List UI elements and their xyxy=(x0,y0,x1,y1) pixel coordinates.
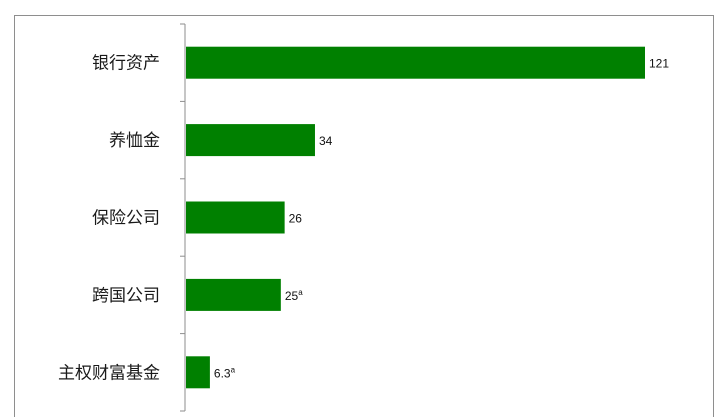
bar-5 xyxy=(186,356,210,389)
value-label: 6.3a xyxy=(214,365,236,380)
value-label-number: 6.3 xyxy=(214,366,231,380)
bar-3 xyxy=(186,201,285,234)
value-label-footnote-mark: a xyxy=(231,365,236,374)
category-label: 保险公司 xyxy=(92,209,160,229)
value-label-number: 26 xyxy=(289,212,303,226)
category-label: 跨国公司 xyxy=(92,286,160,306)
value-label-number: 121 xyxy=(649,57,669,71)
category-label: 主权财富基金 xyxy=(58,363,160,383)
category-label: 银行资产 xyxy=(92,54,160,74)
value-label-number: 25 xyxy=(285,289,299,303)
value-label: 34 xyxy=(319,134,333,148)
bar-1 xyxy=(186,46,645,79)
value-label: 121 xyxy=(649,57,669,71)
bar-4 xyxy=(186,278,281,311)
bar-2 xyxy=(186,124,315,157)
category-label: 养恤金 xyxy=(109,131,160,151)
chart-frame: 银行资产 121 养恤金 34 保险公司 26 跨国公司 25a 主权财富基金 6.3a xyxy=(14,15,714,417)
value-label-footnote-mark: a xyxy=(298,288,303,297)
value-label: 26 xyxy=(289,212,303,226)
value-label: 25a xyxy=(285,288,303,303)
value-label-number: 34 xyxy=(319,134,333,148)
